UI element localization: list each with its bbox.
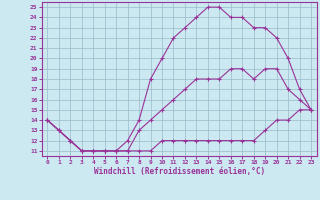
- X-axis label: Windchill (Refroidissement éolien,°C): Windchill (Refroidissement éolien,°C): [94, 167, 265, 176]
